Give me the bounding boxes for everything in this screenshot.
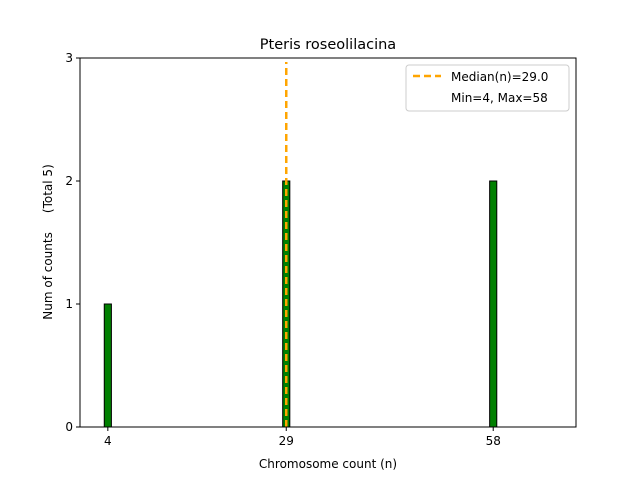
y-tick-label: 2 bbox=[65, 174, 73, 188]
y-tick-label: 1 bbox=[65, 297, 73, 311]
y-tick-label: 0 bbox=[65, 420, 73, 434]
x-tick-label: 58 bbox=[486, 434, 501, 448]
legend-median-label: Median(n)=29.0 bbox=[451, 70, 548, 84]
legend-box bbox=[405, 64, 570, 112]
x-tick-label: 4 bbox=[104, 434, 112, 448]
chart-title: Pteris roseolilacina bbox=[260, 37, 396, 53]
legend: Median(n)=29.0 Min=4, Max=58 bbox=[405, 64, 570, 112]
y-tick-label: 3 bbox=[65, 51, 73, 65]
bar-4 bbox=[103, 303, 112, 428]
y-axis-label: Num of counts (Total 5) bbox=[41, 164, 55, 319]
legend-minmax-label: Min=4, Max=58 bbox=[451, 91, 548, 105]
bar-58 bbox=[489, 180, 498, 428]
x-tick-label: 29 bbox=[279, 434, 294, 448]
x-axis-label: Chromosome count (n) bbox=[259, 457, 397, 471]
plot-frame bbox=[79, 57, 577, 428]
